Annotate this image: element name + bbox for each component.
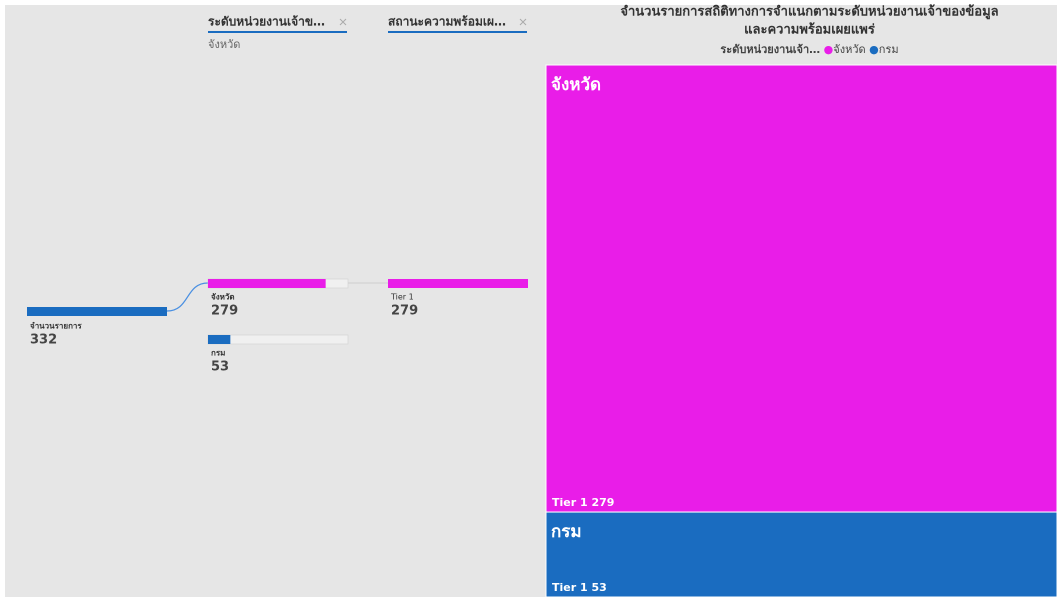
root-bar[interactable] xyxy=(27,307,167,316)
remove-level-icon[interactable] xyxy=(339,18,347,26)
node-value: 279 xyxy=(211,304,238,319)
root-value: 332 xyxy=(30,333,57,348)
chart-title: จำนวนรายการสถิติทางการจำแนกตามระดับหน่วย… xyxy=(620,4,998,20)
tile-label: Tier 1 53 xyxy=(552,581,607,594)
group-label: กรม xyxy=(551,522,582,542)
legend-marker: ● xyxy=(820,43,833,56)
node-bar[interactable] xyxy=(388,279,528,288)
treemap-tile[interactable] xyxy=(545,64,1058,513)
group-label: จังหวัด xyxy=(551,75,601,95)
node-name: กรม xyxy=(211,349,225,358)
legend-entry: จังหวัด xyxy=(833,43,865,56)
treemap-tile[interactable] xyxy=(545,511,1058,598)
node-value: 279 xyxy=(391,304,418,319)
legend-marker: ● xyxy=(866,43,879,56)
tile-value: 279 xyxy=(592,496,615,509)
tile-name: Tier 1 xyxy=(552,581,588,594)
node-name: จังหวัด xyxy=(211,293,235,302)
root-name: จำนวนรายการ xyxy=(30,322,82,331)
level-selection: จังหวัด xyxy=(208,38,240,51)
remove-level-icon[interactable] xyxy=(519,18,527,26)
level-header[interactable]: สถานะความพร้อมเผ… xyxy=(388,15,506,29)
connector xyxy=(166,282,209,312)
tile-label: Tier 1 279 xyxy=(552,496,614,509)
tile-name: Tier 1 xyxy=(552,496,588,509)
tile-value: 53 xyxy=(592,581,607,594)
node-name: Tier 1 xyxy=(390,293,414,302)
node-bar[interactable] xyxy=(208,279,326,288)
legend-entry: กรม xyxy=(879,43,899,56)
legend: ระดับหน่วยงานเจ้า… ●จังหวัด ●กรม xyxy=(720,43,898,56)
chart-title: และความพร้อมเผยแพร่ xyxy=(744,22,875,38)
node-value: 53 xyxy=(211,360,229,375)
legend-title: ระดับหน่วยงานเจ้า… xyxy=(720,43,820,56)
level-header[interactable]: ระดับหน่วยงานเจ้าข… xyxy=(208,15,325,29)
node-bar[interactable] xyxy=(208,335,231,344)
